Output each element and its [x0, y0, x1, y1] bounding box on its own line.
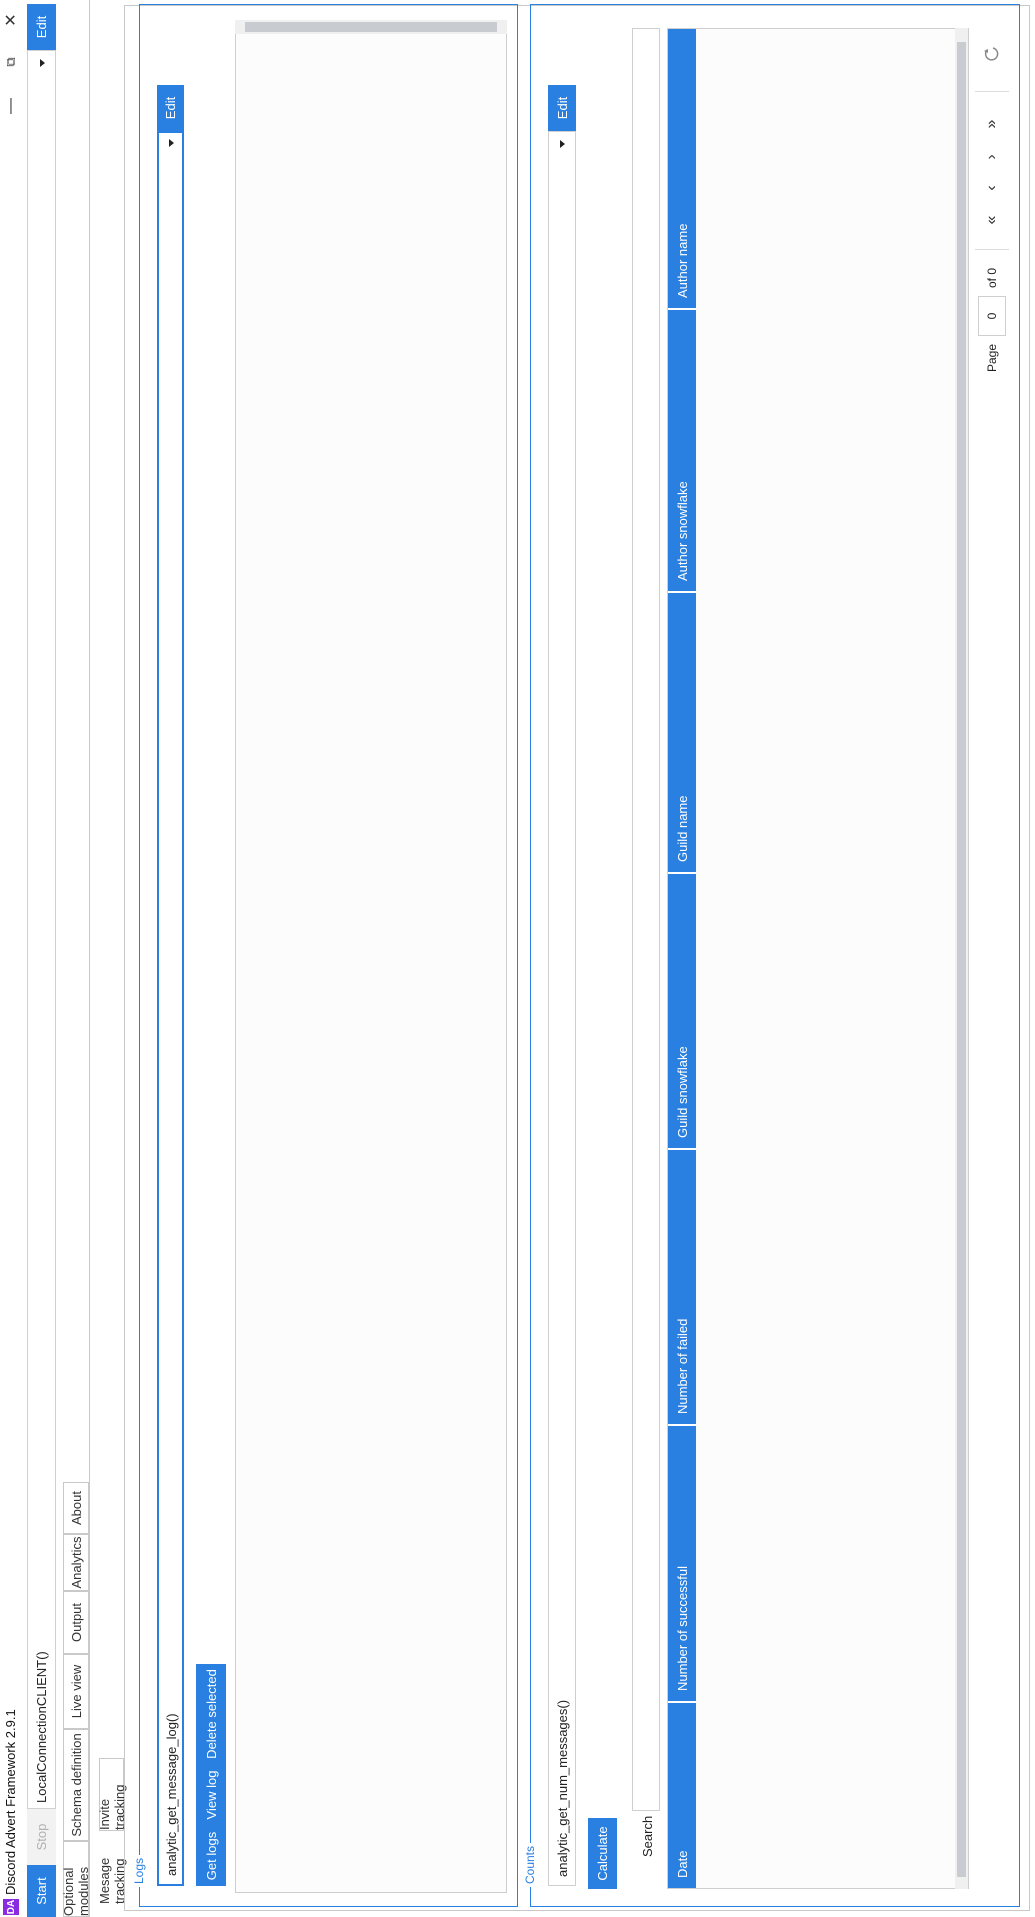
subtab-invite-tracking[interactable]: Invite tracking: [97, 1758, 127, 1831]
pagination: Page 0 of 0 « ‹ › »: [975, 27, 1009, 372]
view-log-button[interactable]: View log: [196, 1764, 226, 1826]
title-bar: DA Discord Advert Framework 2.9.1 — ⧉ ✕: [0, 0, 22, 1917]
logs-legend: Logs: [132, 1854, 146, 1887]
first-page-icon[interactable]: «: [983, 215, 1000, 225]
minimize-icon[interactable]: —: [2, 98, 19, 114]
search-input[interactable]: [632, 28, 660, 1811]
calculate-button[interactable]: Calculate: [588, 1818, 617, 1889]
refresh-icon[interactable]: [981, 43, 1003, 65]
next-page-icon[interactable]: ›: [983, 154, 1000, 160]
table-scrollbar[interactable]: [955, 28, 968, 1889]
stop-button[interactable]: Stop: [27, 1809, 56, 1865]
column-header-number-of-failed[interactable]: Number of failed: [668, 1148, 696, 1424]
page-label: Page: [985, 343, 999, 372]
edit-client-button[interactable]: Edit: [27, 4, 56, 50]
window-title: Discord Advert Framework 2.9.1: [3, 1709, 18, 1895]
page-number-input[interactable]: 0: [978, 296, 1006, 336]
counts-edit-button[interactable]: Edit: [548, 85, 576, 131]
logs-combobox[interactable]: analytic_get_message_log(): [157, 131, 184, 1886]
counts-combobox[interactable]: analytic_get_num_messages(): [548, 131, 576, 1886]
chevron-down-icon: [169, 139, 174, 147]
logs-edit-button[interactable]: Edit: [157, 85, 184, 131]
tab-live-view[interactable]: Live view: [63, 1654, 89, 1729]
tab-about[interactable]: About: [63, 1482, 89, 1534]
pagination-divider: [975, 249, 1009, 250]
pagination-divider: [975, 91, 1009, 92]
chevron-down-icon: [40, 59, 45, 67]
column-header-author-name[interactable]: Author name: [668, 29, 696, 308]
column-header-guild-snowflake[interactable]: Guild snowflake: [668, 872, 696, 1148]
table-scrollbar-thumb[interactable]: [957, 42, 966, 1877]
counts-legend: Counts: [523, 1842, 537, 1887]
logs-scrollbar[interactable]: [235, 20, 507, 34]
tab-schema-definition[interactable]: Schema definition: [63, 1729, 89, 1841]
logs-list[interactable]: [235, 20, 507, 1893]
app-logo-icon: DA: [3, 1899, 19, 1915]
counts-table: Date Number of successful Number of fail…: [667, 28, 969, 1889]
tab-output[interactable]: Output: [63, 1591, 89, 1654]
column-header-author-snowflake[interactable]: Author snowflake: [668, 308, 696, 591]
close-icon[interactable]: ✕: [3, 13, 20, 27]
counts-combo-value: analytic_get_num_messages(): [555, 1699, 570, 1877]
table-header: Date Number of successful Number of fail…: [668, 29, 696, 1888]
last-page-icon[interactable]: »: [983, 119, 1000, 129]
column-header-date[interactable]: Date: [668, 1701, 696, 1888]
tab-analytics[interactable]: Analytics: [63, 1534, 89, 1591]
chevron-down-icon: [560, 140, 565, 148]
get-logs-button[interactable]: Get logs: [196, 1826, 226, 1886]
maximize-icon[interactable]: ⧉: [3, 57, 18, 67]
logs-combo-value: analytic_get_message_log(): [164, 1713, 179, 1876]
delete-selected-button[interactable]: Delete selected: [196, 1664, 226, 1764]
client-combobox[interactable]: LocalConnectionCLIENT(): [27, 50, 56, 1809]
tab-optional-modules[interactable]: Optional modules: [61, 1841, 91, 1917]
search-label: Search: [640, 1815, 655, 1857]
column-header-number-of-successful[interactable]: Number of successful: [668, 1424, 696, 1701]
logs-scrollbar-thumb[interactable]: [245, 22, 497, 32]
client-value: LocalConnectionCLIENT(): [34, 1651, 49, 1803]
page-count-label: of 0: [985, 267, 999, 288]
previous-page-icon[interactable]: ‹: [983, 185, 1000, 191]
start-button[interactable]: Start: [27, 1865, 56, 1917]
subtab-message-tracking[interactable]: Mesage tracking: [96, 1857, 127, 1904]
column-header-guild-name[interactable]: Guild name: [668, 591, 696, 872]
